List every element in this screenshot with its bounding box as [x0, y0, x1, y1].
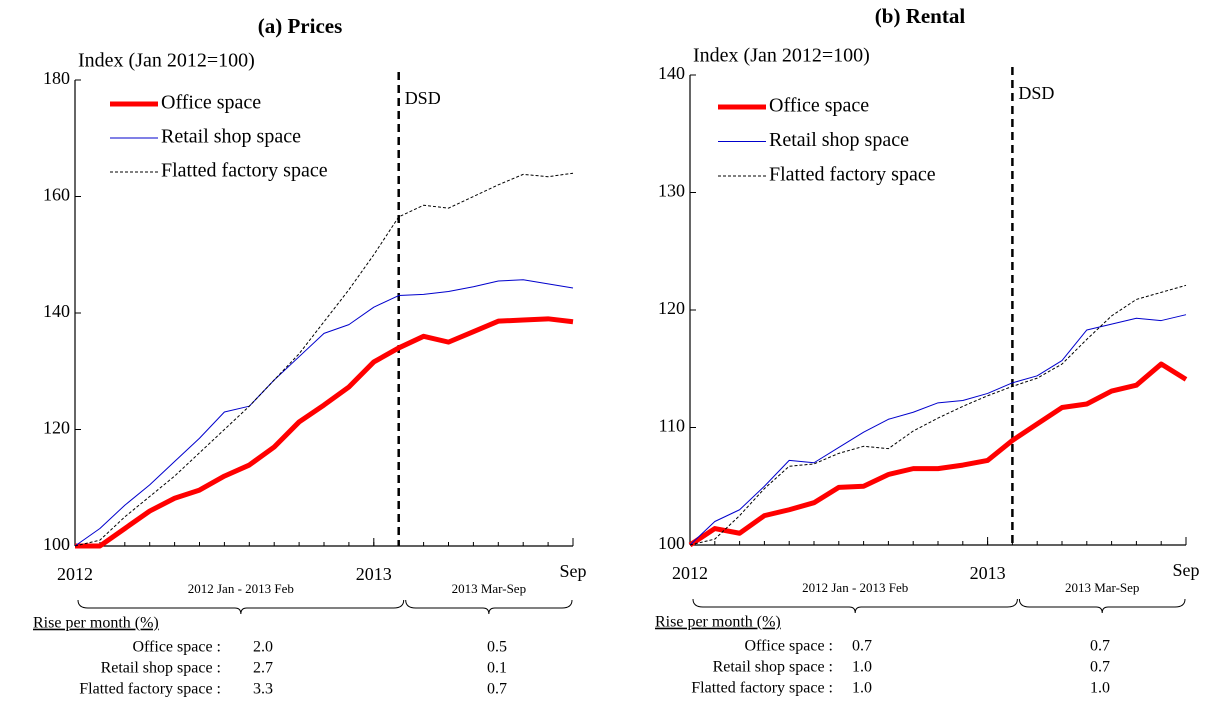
legend-label: Office space	[161, 92, 261, 114]
rise-value: 0.7	[1090, 659, 1110, 676]
y-tick-label: 130	[658, 181, 685, 201]
dsd-label: DSD	[1018, 83, 1054, 103]
period-bracket	[692, 598, 1018, 614]
legend-label: Office space	[769, 95, 869, 117]
series-line	[689, 314, 1187, 546]
rise-value: 3.3	[253, 681, 273, 698]
legend-label: Retail shop space	[161, 126, 301, 148]
period-label: 2013 Mar-Sep	[452, 581, 526, 596]
y-tick-label: 110	[659, 416, 685, 436]
y-tick-label: 140	[658, 63, 685, 83]
rise-value: 2.0	[253, 639, 273, 656]
rise-value: 1.0	[852, 680, 872, 697]
x-tick-label: 2012	[57, 564, 93, 584]
x-tick-label: 2013	[970, 563, 1006, 583]
rise-row-label: Office space :	[132, 639, 221, 656]
y-tick-label: 140	[43, 301, 70, 321]
y-tick-label: 180	[43, 68, 70, 88]
x-tick-label: Sep	[560, 561, 587, 581]
rise-table-title: Rise per month (%)	[33, 615, 159, 632]
panel-title: (a) Prices	[258, 14, 343, 38]
rise-value: 0.7	[487, 681, 507, 698]
period-bracket	[405, 599, 573, 615]
legend-label: Retail shop space	[769, 129, 909, 151]
dsd-label: DSD	[405, 88, 441, 108]
rise-row-label: Retail shop space :	[101, 660, 221, 677]
x-tick-label: 2013	[356, 564, 392, 584]
rise-value: 0.7	[1090, 638, 1110, 655]
x-tick-label: 2012	[672, 563, 708, 583]
legend-label: Flatted factory space	[769, 164, 936, 186]
series-line	[689, 284, 1187, 546]
y-tick-label: 160	[43, 185, 70, 205]
rise-row-label: Office space :	[744, 638, 833, 655]
series-line	[688, 361, 1188, 548]
y-tick-label: 100	[43, 534, 70, 554]
y-axis-label: Index (Jan 2012=100)	[693, 45, 870, 67]
rise-value: 1.0	[852, 659, 872, 676]
legend-label: Flatted factory space	[161, 160, 328, 182]
panel-title: (b) Rental	[875, 4, 966, 28]
period-bracket	[77, 599, 405, 615]
rise-table-title: Rise per month (%)	[655, 614, 781, 631]
series-line	[74, 172, 574, 547]
y-tick-label: 100	[658, 533, 685, 553]
rise-value: 2.7	[253, 660, 273, 677]
rise-row-label: Flatted factory space :	[691, 680, 833, 697]
rise-row-label: Flatted factory space :	[79, 681, 221, 698]
rise-value: 1.0	[1090, 680, 1110, 697]
rise-value: 0.7	[852, 638, 872, 655]
y-tick-label: 120	[658, 298, 685, 318]
period-label: 2013 Mar-Sep	[1065, 580, 1139, 595]
rise-value: 0.1	[487, 660, 507, 677]
y-tick-label: 120	[43, 418, 70, 438]
period-label: 2012 Jan - 2013 Feb	[802, 580, 908, 595]
series-line	[75, 316, 574, 549]
rise-value: 0.5	[487, 639, 507, 656]
period-bracket	[1018, 598, 1186, 614]
y-axis-label: Index (Jan 2012=100)	[78, 50, 255, 72]
series-line	[74, 279, 574, 547]
x-tick-label: Sep	[1173, 560, 1200, 580]
rise-row-label: Retail shop space :	[713, 659, 833, 676]
period-label: 2012 Jan - 2013 Feb	[188, 581, 294, 596]
